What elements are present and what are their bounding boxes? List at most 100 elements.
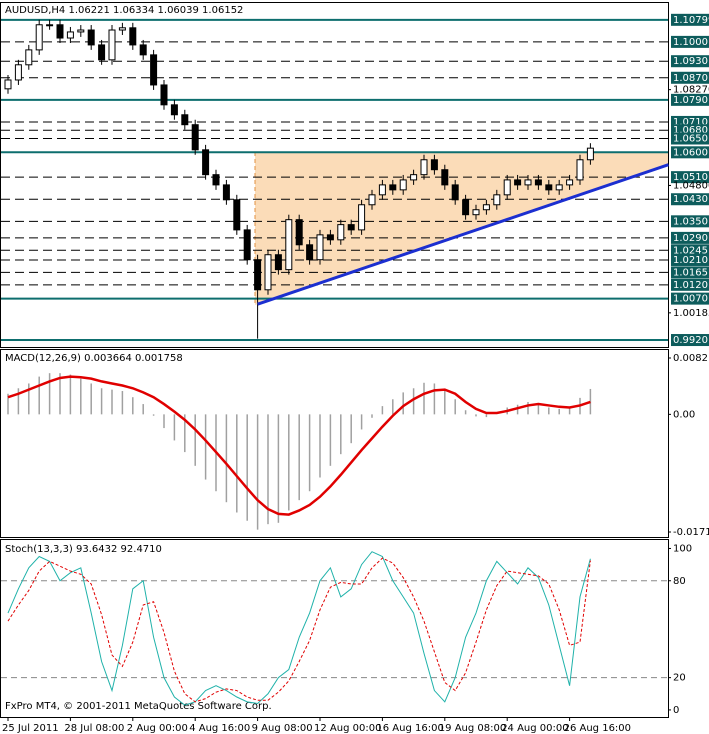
- y-tick-label: 1.04800: [673, 180, 709, 191]
- shaded-zone: [255, 152, 668, 305]
- candle-body: [243, 229, 251, 261]
- price-title: AUDUSD,H4 1.06221 1.06334 1.06039 1.0615…: [5, 5, 243, 16]
- candle-body: [399, 179, 407, 191]
- level-label-box: [671, 253, 709, 266]
- candle-body: [66, 31, 74, 39]
- candle-body: [368, 194, 376, 206]
- y-tick-label: 1.0350: [673, 216, 708, 227]
- candle-body: [316, 234, 324, 261]
- x-tick-label: 4 Aug 16:00: [189, 723, 250, 734]
- y-tick-label: 1.0600: [673, 147, 708, 158]
- level-label-box: [671, 193, 709, 206]
- y-tick-label: 1.08270: [673, 85, 709, 96]
- level-label-box: [671, 292, 709, 305]
- level-label-box: [671, 132, 709, 145]
- y-tick-label: 1.0120: [673, 280, 708, 291]
- candle-body: [566, 179, 574, 186]
- price-pane: [0, 2, 669, 348]
- candle-body: [285, 219, 293, 271]
- candle-body: [233, 199, 241, 231]
- y-tick-label: 1.0510: [673, 172, 708, 183]
- candle-body: [160, 84, 168, 106]
- level-label-box: [671, 215, 709, 228]
- candle-body: [534, 179, 542, 186]
- candle-body: [181, 114, 189, 126]
- trendline: [257, 163, 669, 306]
- y-tick-label: 1.10799: [673, 15, 709, 26]
- candle-body: [212, 174, 220, 186]
- candle-body: [576, 159, 584, 181]
- candle-body: [170, 104, 178, 116]
- candle-body: [274, 254, 282, 271]
- indicator-line: [7, 557, 591, 703]
- candle-body: [451, 184, 459, 201]
- candle-body: [77, 29, 85, 33]
- x-tick-label: 2 Aug 00:00: [127, 723, 188, 734]
- y-tick-label: 80: [673, 576, 686, 587]
- y-tick-label: 1.0680: [673, 125, 708, 136]
- level-label-box: [671, 266, 709, 279]
- candle-body: [503, 179, 511, 196]
- candle-body: [87, 29, 95, 46]
- indicator-line: [7, 375, 591, 516]
- stoch-title: Stoch(13,3,3) 93.6432 92.4710: [5, 544, 162, 555]
- y-tick-label: 1.0790: [673, 95, 708, 106]
- y-tick-label: 1.0710: [673, 117, 708, 128]
- candle-body: [306, 244, 314, 261]
- candle-body: [493, 194, 501, 206]
- candle-body: [347, 224, 355, 231]
- y-tick-label: 100: [673, 543, 692, 554]
- candle-body: [462, 199, 470, 216]
- y-tick-label: 1.00185: [673, 308, 709, 319]
- candle-body: [378, 184, 386, 196]
- candle-body: [35, 24, 43, 51]
- candle-body: [4, 79, 12, 90]
- candle-body: [545, 184, 553, 191]
- candle-body: [410, 174, 418, 181]
- y-tick-label: 1.0870: [673, 73, 708, 84]
- macd-pane: [0, 349, 669, 538]
- y-tick-label: 1.0930: [673, 56, 708, 67]
- candle-body: [264, 254, 272, 291]
- level-label-box: [671, 244, 709, 257]
- y-tick-label: 1.0070: [673, 294, 708, 305]
- candle-body: [139, 44, 147, 56]
- level-label-box: [671, 35, 709, 48]
- candle-body: [420, 159, 428, 176]
- candle-body: [202, 149, 210, 176]
- level-label-box: [671, 71, 709, 84]
- candle-body: [25, 49, 33, 66]
- candle-body: [108, 29, 116, 61]
- level-label-box: [671, 231, 709, 244]
- level-label-box: [671, 55, 709, 68]
- candle-body: [586, 147, 594, 161]
- candle-body: [191, 124, 199, 151]
- y-tick-label: 0.9920: [673, 335, 708, 346]
- y-tick-label: 0.00: [673, 409, 695, 420]
- x-tick-label: 19 Aug 08:00: [439, 723, 506, 734]
- y-tick-label: 1.0650: [673, 134, 708, 145]
- candle-body: [326, 234, 334, 241]
- candle-body: [254, 259, 262, 291]
- candle-body: [129, 27, 137, 46]
- y-tick-label: 0: [673, 705, 679, 716]
- candle-body: [46, 24, 54, 27]
- candle-body: [150, 54, 158, 86]
- x-tick-label: 12 Aug 00:00: [314, 723, 381, 734]
- candle-body: [98, 44, 106, 61]
- candle-body: [524, 179, 532, 186]
- level-label-box: [671, 146, 709, 159]
- candle-body: [389, 184, 397, 191]
- y-tick-label: 1.0165: [673, 267, 708, 278]
- candle-body: [514, 179, 522, 186]
- x-tick-label: 16 Aug 16:00: [376, 723, 443, 734]
- indicator-line: [7, 551, 591, 706]
- footer: FxPro MT4, © 2001-2011 MetaQuotes Softwa…: [5, 701, 272, 712]
- candle-body: [482, 204, 490, 211]
- macd-title: MACD(12,26,9) 0.003664 0.001758: [5, 353, 183, 364]
- candle-body: [222, 184, 230, 201]
- y-tick-label: 0.00821: [673, 353, 709, 364]
- level-label-box: [671, 278, 709, 291]
